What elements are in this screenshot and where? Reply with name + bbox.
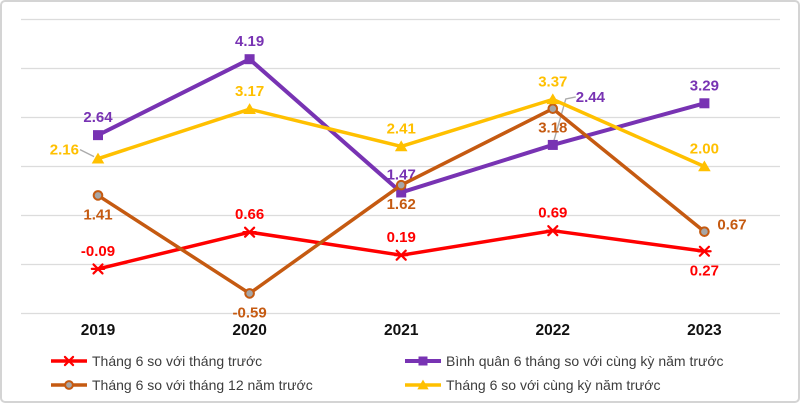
data-label: 2.00 — [690, 141, 719, 158]
legend-item-month-vs-december-prev-year[interactable]: Tháng 6 so với tháng 12 năm trước — [51, 376, 313, 394]
data-label: 1.47 — [387, 166, 416, 183]
data-point-marker-triangle — [417, 379, 429, 390]
data-point-marker-triangle[interactable] — [546, 93, 560, 105]
data-label: 4.19 — [235, 33, 264, 50]
data-point-marker-triangle[interactable] — [394, 140, 408, 152]
data-label: 3.18 — [538, 120, 567, 137]
data-point-marker-triangle[interactable] — [698, 160, 711, 172]
data-label: 1.62 — [387, 196, 416, 213]
x-axis-label: 2021 — [384, 322, 419, 339]
data-point-marker-square — [418, 356, 428, 366]
data-point-marker-star[interactable] — [393, 249, 409, 261]
legend-label: Tháng 6 so với cùng kỳ năm trước — [446, 377, 661, 393]
data-label: 3.29 — [690, 77, 719, 94]
data-point-marker-triangle[interactable] — [91, 152, 105, 164]
data-label: 3.37 — [538, 73, 567, 90]
data-point-marker-circle[interactable] — [244, 288, 255, 299]
data-point-marker-star[interactable] — [242, 226, 257, 238]
data-point-marker-square[interactable] — [547, 139, 558, 150]
data-point-marker-star[interactable] — [90, 263, 106, 275]
data-point-marker-triangle[interactable] — [243, 103, 256, 114]
data-label: -0.09 — [81, 243, 115, 260]
data-label: 2.41 — [387, 120, 416, 137]
data-label: 2.44 — [576, 89, 606, 106]
data-label: -0.59 — [232, 304, 266, 321]
x-axis-label: 2020 — [232, 322, 266, 339]
legend-item-month-vs-same-period-prev-year[interactable]: Tháng 6 so với cùng kỳ năm trước — [405, 376, 660, 394]
x-axis-label: 2019 — [81, 322, 116, 339]
label-leader-line — [553, 96, 576, 142]
data-point-marker-circle[interactable] — [699, 226, 710, 237]
legend-marker-brown-circle — [51, 380, 87, 390]
data-point-marker-star[interactable] — [697, 245, 712, 257]
data-label: 3.17 — [235, 83, 264, 100]
data-point-marker-circle[interactable] — [547, 103, 559, 114]
x-axis-label: 2023 — [687, 322, 722, 339]
label-leader-line — [79, 149, 95, 158]
data-point-marker-square[interactable] — [699, 98, 710, 109]
legend-label: Tháng 6 so với tháng trước — [92, 353, 263, 369]
legend-item-6month-average-vs-same-period[interactable]: Bình quân 6 tháng so với cùng kỳ năm trư… — [405, 352, 724, 370]
data-point-marker-star[interactable] — [545, 225, 561, 237]
data-label: 2.16 — [50, 142, 79, 159]
data-point-marker-circle[interactable] — [92, 190, 104, 201]
legend-marker-yellow-triangle — [405, 379, 441, 390]
legend-label: Tháng 6 so với tháng 12 năm trước — [92, 377, 313, 393]
legend-label: Bình quân 6 tháng so với cùng kỳ năm trư… — [446, 353, 724, 369]
line-chart-plot: -0.09 0.66 0.19 0.69 0.27 2.64 4.19 1.47 2.44 3.2… — [21, 18, 780, 339]
data-point-marker-square[interactable] — [93, 130, 103, 141]
legend-item-month-vs-prev-month[interactable]: Tháng 6 so với tháng trước — [51, 352, 262, 370]
x-axis-label: 2022 — [536, 322, 570, 339]
legend-marker-red-star — [51, 355, 87, 367]
data-point-marker-star — [62, 355, 76, 367]
data-label: 1.41 — [83, 206, 112, 223]
data-point-marker-circle — [64, 380, 74, 390]
legend-marker-purple-square — [405, 356, 441, 366]
data-point-marker-circle[interactable] — [395, 179, 407, 191]
data-label: 0.67 — [717, 217, 746, 234]
data-label: 2.64 — [83, 109, 113, 126]
data-label: 0.27 — [690, 262, 719, 279]
data-label: 0.69 — [538, 205, 567, 222]
data-point-marker-square[interactable] — [396, 187, 407, 198]
data-label: 0.66 — [235, 206, 264, 223]
data-label: 0.19 — [387, 229, 416, 246]
data-point-marker-square[interactable] — [244, 54, 255, 65]
